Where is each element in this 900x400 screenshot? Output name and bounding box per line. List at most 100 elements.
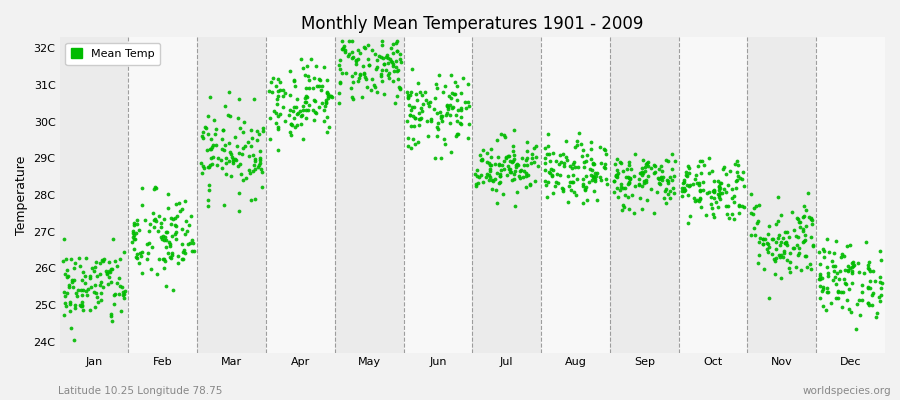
Point [184, 213, 198, 220]
Point [804, 266, 818, 272]
Point [654, 177, 669, 184]
Point [719, 189, 733, 195]
Point [715, 180, 729, 187]
Point [702, 189, 716, 195]
Point [636, 178, 651, 184]
Point [253, 148, 267, 154]
Point [577, 164, 591, 170]
Point [290, 110, 304, 117]
Point [445, 105, 459, 111]
Point [320, 92, 335, 99]
Point [309, 63, 323, 70]
Point [653, 181, 668, 188]
Point [659, 157, 673, 164]
Point [390, 48, 404, 54]
Point [486, 178, 500, 185]
Point [102, 259, 116, 266]
Point [829, 295, 843, 301]
Point [644, 165, 659, 171]
Point [320, 129, 335, 136]
Point [774, 239, 788, 246]
Point [524, 160, 538, 166]
Point [590, 170, 604, 176]
Point [819, 307, 833, 313]
Point [725, 186, 740, 192]
Point [712, 194, 726, 200]
Point [287, 76, 302, 83]
Point [369, 66, 383, 72]
Point [693, 187, 707, 193]
Point [273, 79, 287, 85]
Point [555, 151, 570, 158]
Point [449, 133, 464, 140]
Point [83, 274, 97, 281]
Point [566, 179, 580, 185]
Point [231, 162, 246, 169]
Point [544, 172, 559, 178]
Point [782, 234, 796, 241]
Point [626, 210, 641, 217]
Point [240, 139, 255, 146]
Point [357, 70, 372, 76]
Point [201, 196, 215, 203]
Point [434, 155, 448, 162]
Point [401, 102, 416, 108]
Point [667, 190, 681, 196]
Point [582, 178, 597, 185]
Point [195, 135, 210, 141]
Point [735, 169, 750, 175]
Point [737, 183, 751, 189]
Point [173, 208, 187, 215]
Point [714, 190, 728, 196]
Point [130, 221, 144, 227]
Point [117, 291, 131, 298]
Point [296, 107, 310, 113]
Point [565, 165, 580, 172]
Point [345, 38, 359, 44]
Point [499, 154, 513, 160]
Point [583, 166, 598, 172]
Point [246, 168, 260, 174]
Point [293, 121, 308, 127]
Point [872, 274, 886, 281]
Point [528, 143, 543, 150]
Point [114, 284, 129, 290]
Point [112, 291, 126, 297]
Point [693, 188, 707, 195]
Point [798, 232, 813, 238]
Point [263, 115, 277, 121]
Point [324, 93, 338, 100]
Point [768, 258, 782, 264]
Point [751, 218, 765, 224]
Point [312, 83, 327, 89]
Point [779, 239, 794, 245]
Point [117, 249, 131, 256]
Point [866, 268, 880, 275]
Point [317, 107, 331, 113]
Point [617, 204, 632, 210]
Point [216, 127, 230, 134]
Point [585, 167, 599, 174]
Point [492, 161, 507, 168]
Point [472, 152, 487, 159]
Point [170, 213, 184, 219]
Point [491, 200, 505, 206]
Point [491, 170, 505, 177]
Point [288, 104, 302, 110]
Point [546, 150, 561, 156]
Point [622, 178, 636, 185]
Point [364, 87, 378, 94]
Point [76, 303, 90, 310]
Point [270, 147, 284, 154]
Point [519, 170, 534, 176]
Point [712, 183, 726, 190]
Bar [403, 37, 472, 353]
Point [368, 51, 382, 57]
Point [588, 178, 602, 184]
Point [826, 263, 841, 270]
Point [831, 288, 845, 294]
Point [656, 195, 670, 201]
Point [665, 151, 680, 157]
Point [528, 178, 543, 184]
Point [760, 240, 775, 247]
